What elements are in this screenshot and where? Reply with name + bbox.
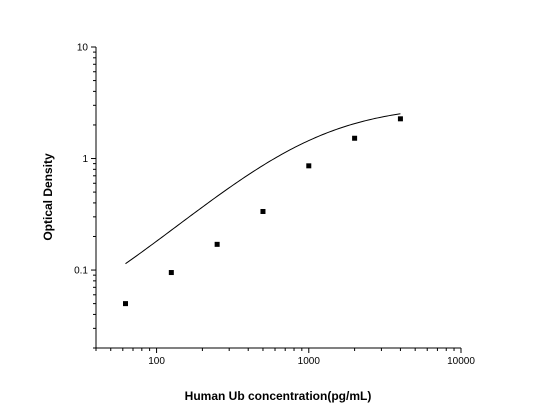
x-tick-label: 10000 (447, 356, 475, 367)
data-point (214, 241, 220, 247)
y-axis-title: Optical Density (41, 153, 55, 241)
data-point (352, 135, 358, 141)
axes (95, 47, 461, 349)
y-tick-label: 10 (77, 43, 89, 54)
fit-curve (125, 113, 401, 265)
tick-marks (91, 46, 462, 353)
data-point (306, 163, 312, 169)
x-tick-label: 1000 (298, 356, 321, 367)
tick-labels: 100 1000 10000 0.1 1 10 (74, 43, 475, 368)
data-points (123, 116, 403, 307)
data-point (397, 116, 403, 122)
data-point (260, 208, 266, 214)
x-tick-label: 100 (148, 356, 165, 367)
y-tick-label: 0.1 (74, 266, 88, 277)
data-point (168, 270, 174, 276)
y-tick-label: 1 (82, 154, 88, 165)
x-axis-title: Human Ub concentration(pg/mL) (185, 389, 372, 403)
data-point (123, 301, 129, 307)
